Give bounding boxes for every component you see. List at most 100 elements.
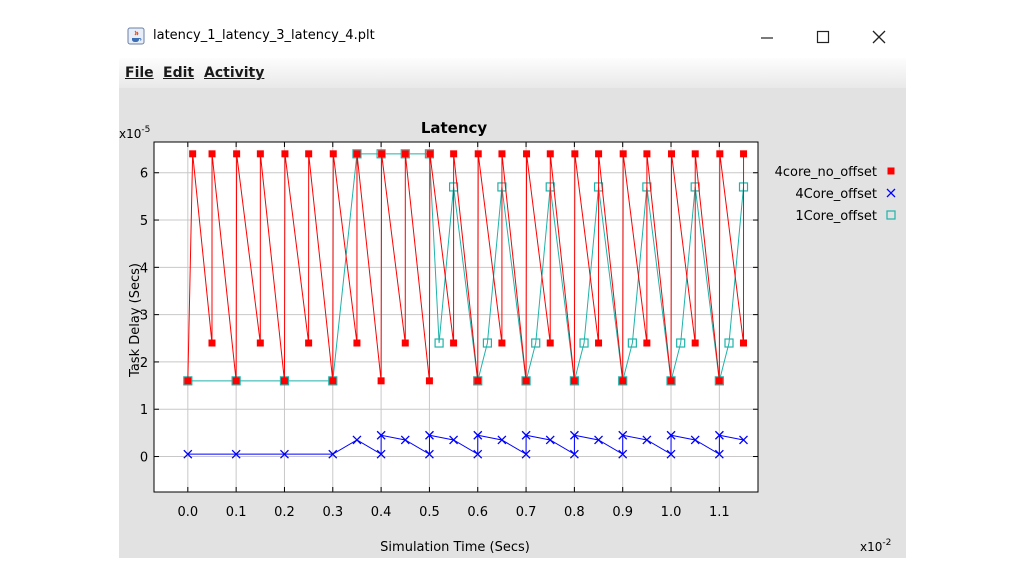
data-point-4core_no_offset [401, 339, 409, 347]
maximize-button[interactable] [803, 22, 843, 52]
data-point-4core_no_offset [233, 150, 241, 158]
legend[interactable]: 4core_no_offset 4Core_offset 1Core_offset [775, 165, 896, 224]
x-tick-label: 0.9 [612, 505, 633, 520]
data-point-4Core_offset [714, 449, 724, 459]
x-tick-label: 0.3 [322, 505, 343, 520]
x-axis-label: Simulation Time (Secs) [380, 540, 530, 555]
data-point-4Core_offset [666, 430, 676, 440]
data-point-4Core_offset [521, 449, 531, 459]
data-point-1Core_offset [482, 338, 493, 348]
y-tick-label: 1 [140, 403, 148, 418]
java-cup-icon [127, 27, 145, 45]
data-point-4core_no_offset [208, 150, 216, 158]
data-point-4core_no_offset [715, 377, 723, 385]
x-tick-label: 0.6 [467, 505, 488, 520]
data-point-4core_no_offset [570, 377, 578, 385]
data-point-4core_no_offset [378, 150, 386, 158]
data-point-4Core_offset [545, 435, 555, 445]
data-point-4core_no_offset [691, 150, 699, 158]
title-bar[interactable]: latency_1_latency_3_latency_4.plt [119, 18, 906, 56]
legend-label: 1Core_offset [795, 209, 877, 224]
data-point-4core_no_offset [450, 339, 458, 347]
legend-marker [886, 188, 896, 198]
x-multiplier-exponent: -2 [882, 538, 891, 548]
series-line-4core_no_offset [187, 153, 745, 381]
y-multiplier-label: x10-5 [119, 125, 150, 141]
data-point-4Core_offset [231, 449, 241, 459]
y-tick-label: 3 [140, 309, 148, 324]
data-point-4Core_offset [497, 435, 507, 445]
minimize-icon [761, 37, 773, 39]
chart-title: Latency [421, 119, 488, 137]
y-multiplier-base: x10 [119, 127, 141, 141]
data-point-4core_no_offset [208, 339, 216, 347]
data-point-4core_no_offset [619, 377, 627, 385]
data-point-4core_no_offset [377, 377, 385, 385]
data-point-4core_no_offset [643, 150, 651, 158]
close-button[interactable] [859, 22, 899, 52]
menu-activity[interactable]: Activity [204, 65, 265, 81]
x-tick-label: 0.7 [516, 505, 537, 520]
menu-file[interactable]: File [125, 65, 154, 81]
data-point-1Core_offset [724, 338, 734, 348]
plot-window: latency_1_latency_3_latency_4.plt File E… [119, 18, 906, 558]
data-point-4core_no_offset [716, 150, 724, 158]
data-point-4core_no_offset [668, 150, 676, 158]
series-4Core_offset [183, 430, 748, 459]
data-point-4core_no_offset [571, 150, 579, 158]
data-point-4Core_offset [618, 449, 628, 459]
data-point-4Core_offset [569, 430, 579, 440]
data-point-4core_no_offset [740, 339, 748, 347]
data-point-4core_no_offset [474, 150, 482, 158]
data-point-4Core_offset [280, 449, 289, 459]
series-1Core_offset [183, 149, 749, 386]
data-point-4core_no_offset [546, 339, 554, 347]
data-point-1Core_offset [579, 338, 589, 348]
data-point-4Core_offset [424, 449, 434, 459]
data-point-4Core_offset [594, 435, 604, 445]
data-point-4core_no_offset [498, 150, 506, 158]
data-point-4Core_offset [642, 435, 652, 445]
y-tick-label: 6 [140, 167, 148, 182]
data-point-4core_no_offset [329, 150, 337, 158]
data-point-4Core_offset [618, 430, 628, 440]
x-tick-label: 0.4 [371, 505, 392, 520]
legend-marker [886, 210, 896, 220]
data-point-1Core_offset [434, 338, 444, 348]
x-tick-label: 1.1 [709, 505, 730, 520]
data-point-4Core_offset [739, 435, 748, 445]
data-point-4core_no_offset [595, 339, 603, 347]
data-point-4core_no_offset [256, 339, 264, 347]
data-point-4core_no_offset [619, 150, 627, 158]
window-title: latency_1_latency_3_latency_4.plt [153, 28, 375, 43]
x-tick-label: 0.0 [177, 505, 198, 520]
y-ticks: 0 1 2 3 4 5 6 [140, 167, 758, 466]
data-point-4Core_offset [690, 435, 700, 445]
data-point-4Core_offset [473, 430, 483, 440]
data-point-4Core_offset [666, 449, 676, 459]
data-point-4core_no_offset [305, 339, 313, 347]
data-point-4core_no_offset [184, 377, 192, 385]
x-tick-label: 0.1 [226, 505, 247, 520]
data-point-4core_no_offset [595, 150, 603, 158]
data-point-4core_no_offset [401, 150, 409, 158]
data-point-4core_no_offset [546, 150, 554, 158]
data-point-4core_no_offset [667, 377, 675, 385]
minimize-button[interactable] [747, 22, 787, 52]
series-layer [183, 149, 749, 459]
menu-edit[interactable]: Edit [163, 65, 195, 81]
legend-marker [887, 167, 895, 175]
maximize-icon [816, 30, 830, 44]
y-multiplier-exponent: -5 [141, 125, 150, 135]
legend-label: 4core_no_offset [775, 165, 877, 180]
y-tick-label: 2 [140, 356, 148, 371]
data-point-1Core_offset [531, 338, 541, 348]
x-tick-label: 0.5 [419, 505, 440, 520]
y-tick-label: 4 [140, 261, 148, 276]
data-point-4Core_offset [352, 435, 362, 445]
data-point-4core_no_offset [280, 377, 288, 385]
data-point-1Core_offset [627, 338, 637, 348]
y-tick-label: 5 [140, 214, 148, 229]
data-point-4Core_offset [714, 430, 724, 440]
